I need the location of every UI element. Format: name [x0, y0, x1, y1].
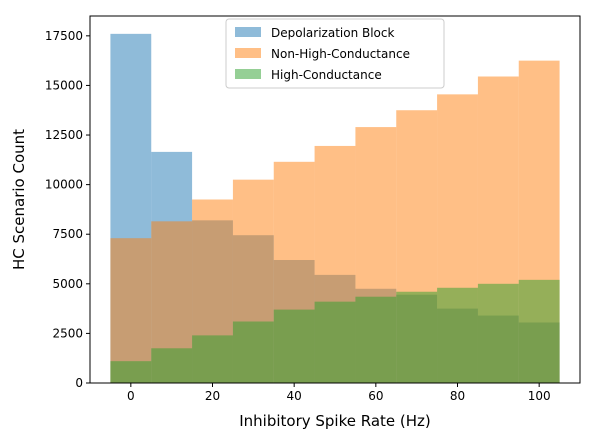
x-tick-label: 100: [528, 389, 551, 403]
bar-series-2-bin-4: [273, 309, 315, 383]
legend-label: Non-High-Conductance: [271, 47, 410, 61]
y-tick-label: 7500: [52, 227, 83, 241]
y-tick-label: 17500: [45, 29, 83, 43]
y-tick-label: 5000: [52, 277, 83, 291]
bar-series-1-bin-0: [110, 238, 152, 383]
x-tick-label: 40: [287, 389, 302, 403]
legend-swatch: [235, 48, 261, 58]
y-tick-label: 10000: [45, 178, 83, 192]
y-tick-label: 0: [75, 376, 83, 390]
x-tick-label: 20: [205, 389, 220, 403]
bar-series-2-bin-2: [192, 335, 233, 383]
bar-series-2-bin-1: [151, 348, 193, 383]
bar-series-2-bin-5: [314, 301, 356, 383]
x-tick-label: 60: [368, 389, 383, 403]
y-tick-label: 2500: [52, 326, 83, 340]
bar-series-2-bin-10: [518, 279, 560, 383]
plot-frame: [89, 15, 581, 384]
y-tick-label: 15000: [45, 78, 83, 92]
legend-swatch: [235, 27, 261, 37]
legend-swatch: [235, 69, 261, 79]
y-tick-label: 12500: [45, 128, 83, 142]
x-tick-label: 80: [450, 389, 465, 403]
bar-series-2-bin-0: [110, 361, 152, 383]
legend: Depolarization Block Non-High-Conductance…: [225, 18, 445, 89]
bar-series-2-bin-7: [396, 291, 438, 383]
x-axis-ticks: 0 20 40 60 80 100: [127, 383, 551, 403]
legend-box: [225, 18, 445, 89]
legend-label: Depolarization Block: [271, 26, 394, 40]
x-tick-label: 0: [127, 389, 135, 403]
y-axis-label: HC Scenario Count: [10, 129, 28, 270]
bar-series-2-bin-3: [232, 321, 274, 383]
bars-layer: [110, 33, 560, 384]
bar-series-2-bin-9: [477, 283, 519, 383]
bar-series-2-bin-6: [355, 296, 397, 383]
y-axis-ticks: 0 2500 5000 7500 10000 12500 15000 17500: [45, 29, 90, 390]
legend-label: High-Conductance: [271, 68, 382, 82]
bar-series-2-bin-8: [437, 287, 478, 383]
x-axis-label: Inhibitory Spike Rate (Hz): [239, 412, 431, 430]
